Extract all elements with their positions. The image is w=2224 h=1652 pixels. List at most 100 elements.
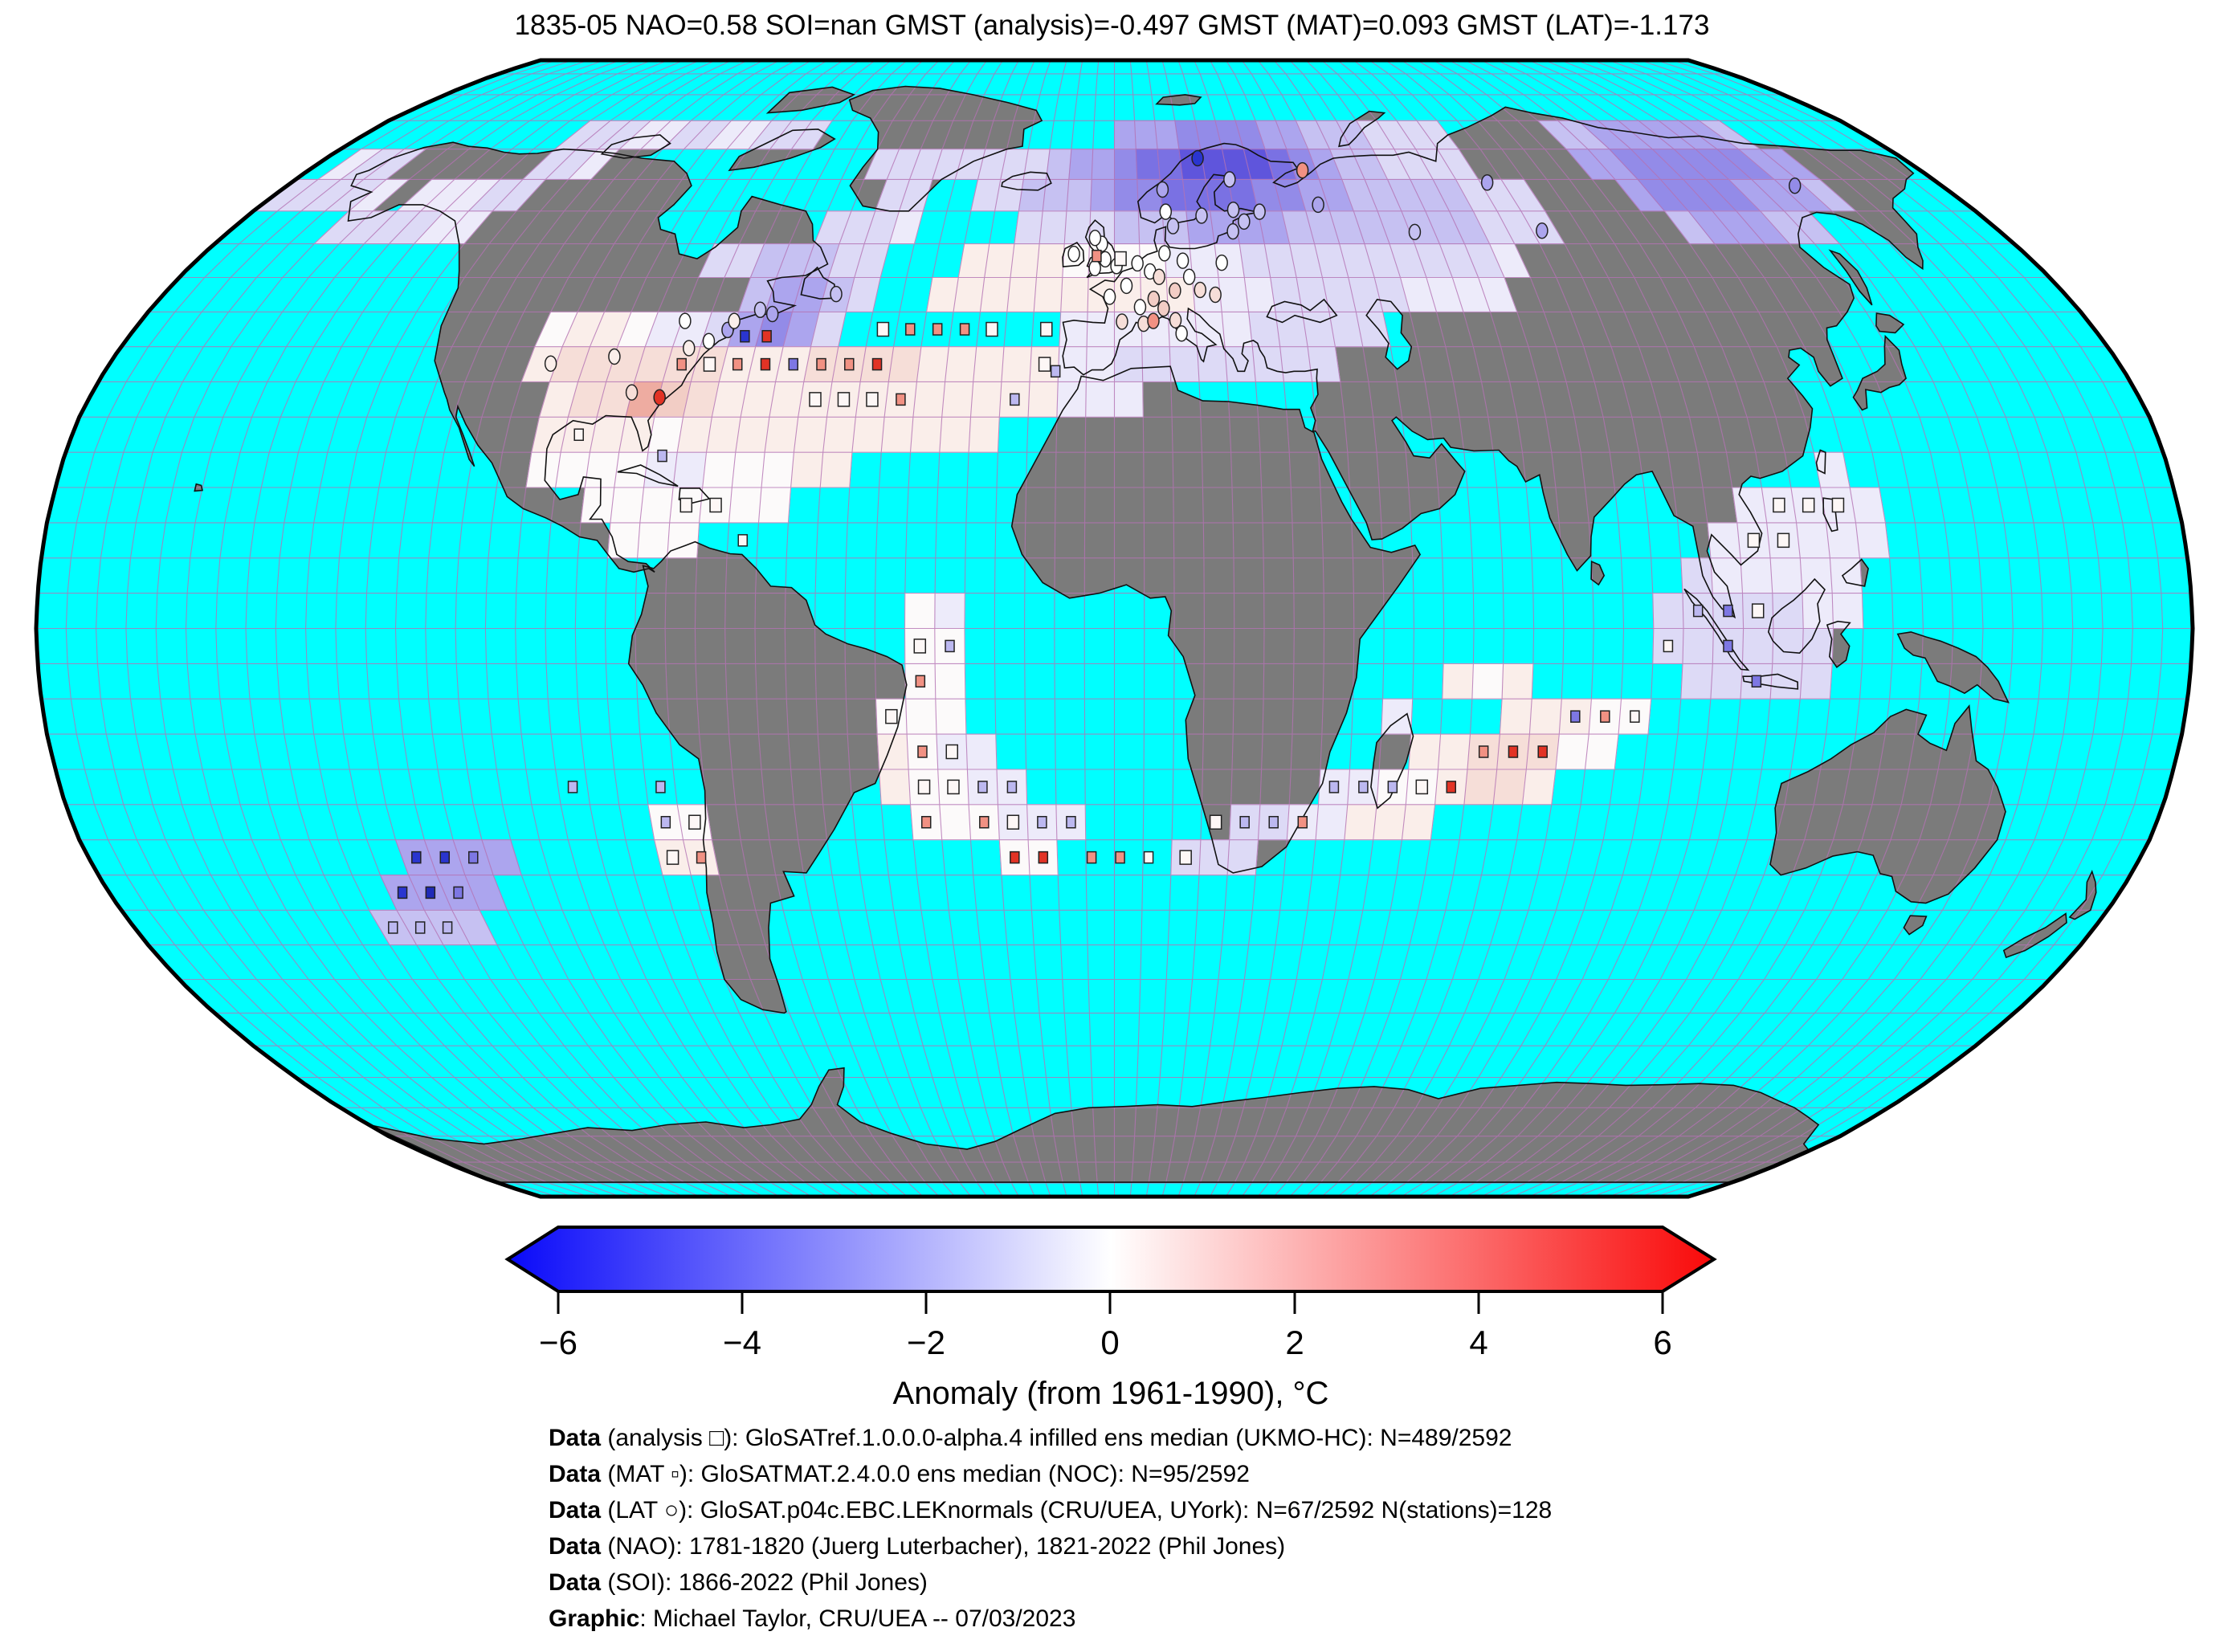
anomaly-cell [1373,804,1406,841]
mat-marker [761,329,772,343]
tick-label: 6 [1653,1324,1671,1361]
lat-station-marker [1133,299,1147,316]
anomaly-cell [979,277,1011,312]
mat-marker [1086,850,1097,864]
landmass [1011,366,1421,873]
mat-marker [1268,816,1279,829]
mat-marker [1038,850,1049,864]
mat-marker [1537,745,1548,758]
coastline [1683,588,1750,671]
anomaly-cell [1224,346,1256,382]
tick-label: 2 [1285,1324,1304,1361]
lat-station-marker [753,301,767,319]
mat-marker [932,323,943,336]
analysis-cell-marker [985,321,998,337]
tick-label: −4 [723,1324,761,1361]
analysis-cell-marker [688,814,701,830]
analysis-cell-marker [1040,321,1053,337]
attribution-prefix: Data [549,1497,602,1524]
anomaly-cell [1135,149,1161,180]
anomaly-cell [878,769,912,806]
mat-marker [1508,745,1519,758]
anomaly-cell [1707,522,1741,559]
lat-station-marker [1182,268,1196,285]
coastline [627,540,908,1014]
coastline [1742,673,1799,690]
coastline [1001,171,1052,191]
coastline [848,85,1043,212]
coastline [1896,631,2010,704]
anomaly-cell [1066,178,1092,212]
landmass [1591,561,1605,585]
anomaly-cell [888,346,922,382]
anomaly-cell [702,451,737,488]
coastline [1010,365,1422,874]
anomaly-cell [934,663,966,700]
anomaly-cell [761,451,794,488]
anomaly-cell [764,416,799,453]
anomaly-cell [731,451,765,488]
anomaly-cell [1091,149,1115,180]
anomaly-cell [1248,311,1281,348]
coastline [1338,110,1386,148]
analysis-cell-marker [876,321,890,337]
anomaly-cell [1039,210,1067,245]
mat-marker [1723,639,1733,653]
mat-marker [760,357,771,371]
anomaly-cell [1442,663,1474,700]
mat-marker [1239,816,1250,829]
anomaly-cell [1769,663,1803,700]
lake-outline [1365,299,1413,370]
lake-outline [1266,298,1338,324]
anomaly-cell [1710,663,1744,700]
mat-marker [917,745,928,758]
attribution-block: Data (analysis □): GloSATref.1.0.0.0-alp… [549,1420,1552,1637]
anomaly-cell [905,698,937,735]
landmass [1875,313,1904,333]
coastlines [194,85,2097,1183]
coastline [1370,712,1414,810]
mat-marker [871,357,883,371]
analysis-cell-marker [1802,497,1815,513]
coastline [1841,558,1869,587]
lat-station-marker [1157,300,1170,317]
anomaly-cell [965,733,998,770]
anomaly-cell [614,451,649,488]
anomaly-cell [1114,149,1138,180]
lat-station-marker [1312,196,1324,214]
mat-marker [660,816,671,829]
coastline [1826,620,1851,668]
analysis-cell-marker [885,708,898,724]
lat-station-marker [765,305,779,323]
mat-marker [388,921,398,934]
coastline [1852,334,1908,411]
anomaly-cell [790,451,824,488]
analysis-cell-marker [1773,497,1785,513]
anomaly-cell [728,487,762,524]
analysis-cell-marker [1415,779,1429,795]
anomaly-cell [637,522,671,559]
anomaly-cell [1114,120,1136,150]
anomaly-cell [1114,381,1144,418]
colorbar: −6 −4 −2 0 2 4 6 Anomaly (from 1961-1990… [504,1226,1717,1411]
anomaly-cell [1802,628,1834,664]
analysis-cell-marker [703,357,716,372]
attribution-prefix: Graphic [549,1605,640,1632]
lat-station-marker [1536,222,1549,239]
analysis-cell-marker [1209,814,1222,830]
anomaly-cell [1528,698,1562,735]
anomaly-cell [1134,120,1158,150]
coastline [1875,312,1905,334]
attribution-line: Data (MAT ▫): GloSATMAT.2.4.0.0 ens medi… [549,1456,1552,1492]
tick-label: 4 [1469,1324,1487,1361]
attribution-prefix: Data [549,1425,602,1451]
mat-marker [816,357,826,371]
coastline [1062,241,1085,267]
tick-label: −6 [539,1324,577,1361]
anomaly-cell [1035,243,1065,278]
coastline [678,487,711,504]
figure-title: 1835-05 NAO=0.58 SOI=nan GMST (analysis)… [514,10,1710,41]
lat-station-marker [1169,312,1182,329]
anomaly-cell [1501,663,1534,700]
coastline [194,483,203,492]
